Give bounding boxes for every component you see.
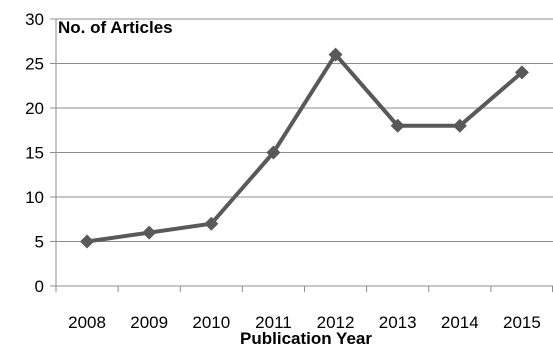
data-point-marker (328, 47, 343, 62)
y-axis-title: No. of Articles (58, 18, 173, 37)
x-tick-label: 2014 (441, 313, 479, 332)
x-tick-label: 2013 (379, 313, 417, 332)
y-tick-label: 25 (25, 55, 44, 74)
gridlines (56, 18, 553, 242)
x-tick-label: 2010 (192, 313, 230, 332)
x-tick-label: 2008 (68, 313, 106, 332)
data-point-marker (514, 65, 529, 80)
y-tick-label: 10 (25, 188, 44, 207)
x-tick-label: 2015 (503, 313, 541, 332)
data-point-marker (390, 118, 405, 133)
y-tick-label: 5 (35, 233, 44, 252)
y-tick-label: 0 (35, 277, 44, 296)
y-tick-labels: 0 5 10 15 20 25 30 (25, 10, 44, 296)
x-tick-label: 2011 (255, 313, 292, 332)
data-point-marker (142, 225, 157, 240)
data-point-marker (204, 216, 219, 231)
x-axis-title: Publication Year (240, 329, 372, 346)
y-tick-label: 30 (25, 10, 44, 29)
data-point-marker (80, 234, 95, 249)
data-point-marker (452, 118, 467, 133)
x-tick-labels: 2008 2009 2010 2011 2012 2013 2014 2015 (68, 313, 541, 332)
axes (50, 18, 553, 292)
x-tick-label: 2009 (130, 313, 168, 332)
series-line (85, 52, 524, 244)
x-tick-label: 2012 (317, 313, 355, 332)
y-tick-label: 20 (25, 99, 44, 118)
y-tick-label: 15 (25, 144, 44, 163)
data-series (80, 47, 529, 249)
data-point-marker (266, 145, 281, 160)
